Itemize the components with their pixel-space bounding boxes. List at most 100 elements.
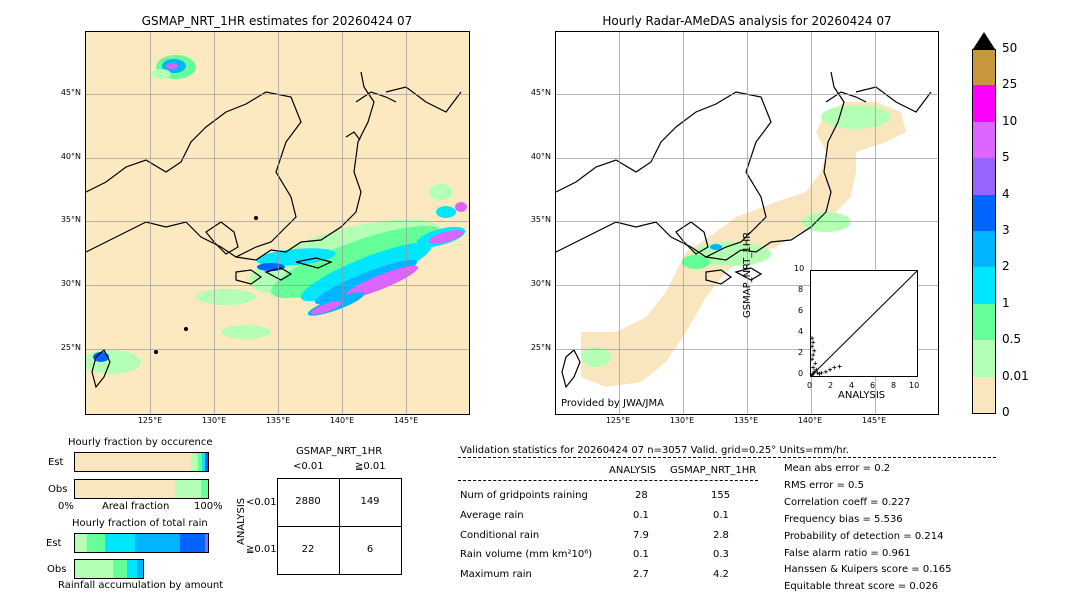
- colorbar-segment: [972, 85, 996, 122]
- colorbar-segment: [972, 231, 996, 268]
- contingency-cell: 6: [366, 544, 374, 555]
- validation-row-label: Maximum rain: [460, 569, 532, 580]
- total-rain-footer: Rainfall accumulation by amount: [58, 580, 224, 591]
- scatter-point: [815, 370, 820, 375]
- right-map-svg: [556, 71, 932, 389]
- right-lon-label: 130°E: [669, 416, 695, 425]
- colorbar-label: 1: [1002, 295, 1010, 310]
- contingency-side-label: ANALYSIS: [236, 497, 247, 545]
- scatter-point: [811, 365, 816, 370]
- score-line: Mean abs error = 0.2: [784, 463, 891, 474]
- scatter-ytick: 2: [798, 348, 804, 357]
- left-lat-label: 45°N: [60, 88, 81, 97]
- colorbar-label: 0.01: [1002, 368, 1029, 383]
- colorbar-label: 0.5: [1002, 332, 1022, 347]
- contingency-row-header: ≧0.01: [246, 544, 277, 555]
- scatter-point: [811, 371, 816, 376]
- occurrence-title: Hourly fraction by occurence: [68, 437, 213, 448]
- right-lat-label: 35°N: [530, 215, 551, 224]
- scatter-point: [832, 365, 837, 370]
- validation-table-rule: [458, 480, 758, 481]
- colorbar-label: 25: [1002, 77, 1018, 92]
- validation-row-label: Conditional rain: [460, 530, 540, 541]
- validation-row-gsmap: 0.1: [713, 510, 729, 521]
- score-line: Frequency bias = 5.536: [784, 514, 903, 525]
- left-lat-label: 40°N: [60, 152, 81, 161]
- validation-row-analysis: 2.7: [633, 569, 649, 580]
- scatter-ytick: 0: [798, 369, 804, 378]
- score-line: Hanssen & Kuipers score = 0.165: [784, 564, 952, 575]
- right-lat-label: 25°N: [530, 343, 551, 352]
- validation-row-gsmap: 2.8: [713, 530, 729, 541]
- validation-col-analysis: ANALYSIS: [609, 465, 657, 476]
- left-lon-label: 135°E: [265, 416, 291, 425]
- colorbar-segment: [972, 340, 996, 377]
- total-rain-bar-obs: [74, 559, 144, 579]
- left-rain-field: [86, 55, 467, 374]
- validation-row-gsmap: 0.3: [713, 549, 729, 560]
- occurrence-row-est: Est: [48, 457, 64, 468]
- total-rain-row-est: Est: [46, 538, 62, 549]
- scatter-xtick: 2: [828, 381, 834, 390]
- validation-row-gsmap: 155: [711, 490, 731, 501]
- validation-row-analysis: 28: [635, 490, 648, 501]
- left-lon-label: 125°E: [137, 416, 163, 425]
- colorbar-segment: [972, 158, 996, 195]
- right-lon-label: 135°E: [733, 416, 759, 425]
- scatter-point: [810, 344, 815, 349]
- validation-row-label: Num of gridpoints raining: [460, 490, 588, 501]
- score-line: Equitable threat score = 0.026: [784, 581, 939, 592]
- left-map: [85, 31, 470, 415]
- validation-row-label: Rain volume (mm km²10⁶): [460, 549, 593, 560]
- total-rain-title: Hourly fraction of total rain: [72, 518, 208, 529]
- scatter-ytick: 10: [794, 264, 805, 273]
- validation-col-gsmap: GSMAP_NRT_1HR: [670, 465, 757, 476]
- data-credit: Provided by JWA/JMA: [561, 398, 664, 409]
- colorbar: [972, 32, 996, 414]
- scatter-xtick: 0: [807, 381, 813, 390]
- contingency-col-header: <0.01: [293, 461, 324, 472]
- contingency-title: GSMAP_NRT_1HR: [296, 446, 383, 457]
- score-line: Correlation coeff = 0.227: [784, 497, 911, 508]
- right-coastline: [556, 71, 932, 389]
- right-lat-label: 40°N: [530, 152, 551, 161]
- colorbar-label: 4: [1002, 186, 1010, 201]
- score-line: False alarm ratio = 0.961: [784, 548, 911, 559]
- scatter-point: [812, 369, 817, 374]
- scatter-ytick: 6: [798, 306, 804, 315]
- colorbar-label: 0: [1002, 405, 1010, 419]
- scatter-point: [823, 369, 828, 374]
- scatter-point: [819, 370, 824, 375]
- left-lon-label: 145°E: [393, 416, 419, 425]
- scatter-ytick: 8: [798, 285, 804, 294]
- contingency-cell: 149: [360, 496, 380, 507]
- right-lon-label: 140°E: [797, 416, 823, 425]
- scatter-xtick: 8: [891, 381, 897, 390]
- diagonal-line: [810, 270, 918, 377]
- scatter-point: [828, 367, 833, 372]
- score-line: RMS error = 0.5: [784, 480, 864, 491]
- occurrence-bar-est: [74, 452, 209, 472]
- colorbar-label: 10: [1002, 113, 1018, 128]
- total-rain-bar-est: [74, 533, 209, 553]
- scatter-xtick: 10: [909, 381, 920, 390]
- scatter-point: [812, 348, 817, 353]
- validation-row-analysis: 0.1: [633, 549, 649, 560]
- colorbar-label: 3: [1002, 223, 1010, 237]
- left-lat-label: 25°N: [60, 343, 81, 352]
- left-coastline: [86, 71, 462, 389]
- scatter-point: [811, 353, 816, 357]
- total-rain-row-obs: Obs: [47, 564, 67, 575]
- validation-row-analysis: 0.1: [633, 510, 649, 521]
- scatter-point: [811, 340, 816, 345]
- right-map-title: Hourly Radar-AMeDAS analysis for 2026042…: [602, 14, 892, 28]
- scatter-plot: [810, 270, 918, 377]
- scatter-xlabel: ANALYSIS: [838, 390, 886, 401]
- occurrence-axis-right: 100%: [194, 501, 223, 512]
- left-lon-label: 140°E: [329, 416, 355, 425]
- left-lat-label: 35°N: [60, 215, 81, 224]
- contingency-col-header: ≧0.01: [355, 461, 386, 472]
- occurrence-axis-left: 0%: [58, 501, 74, 512]
- validation-row-label: Average rain: [460, 510, 524, 521]
- scatter-point: [817, 371, 822, 376]
